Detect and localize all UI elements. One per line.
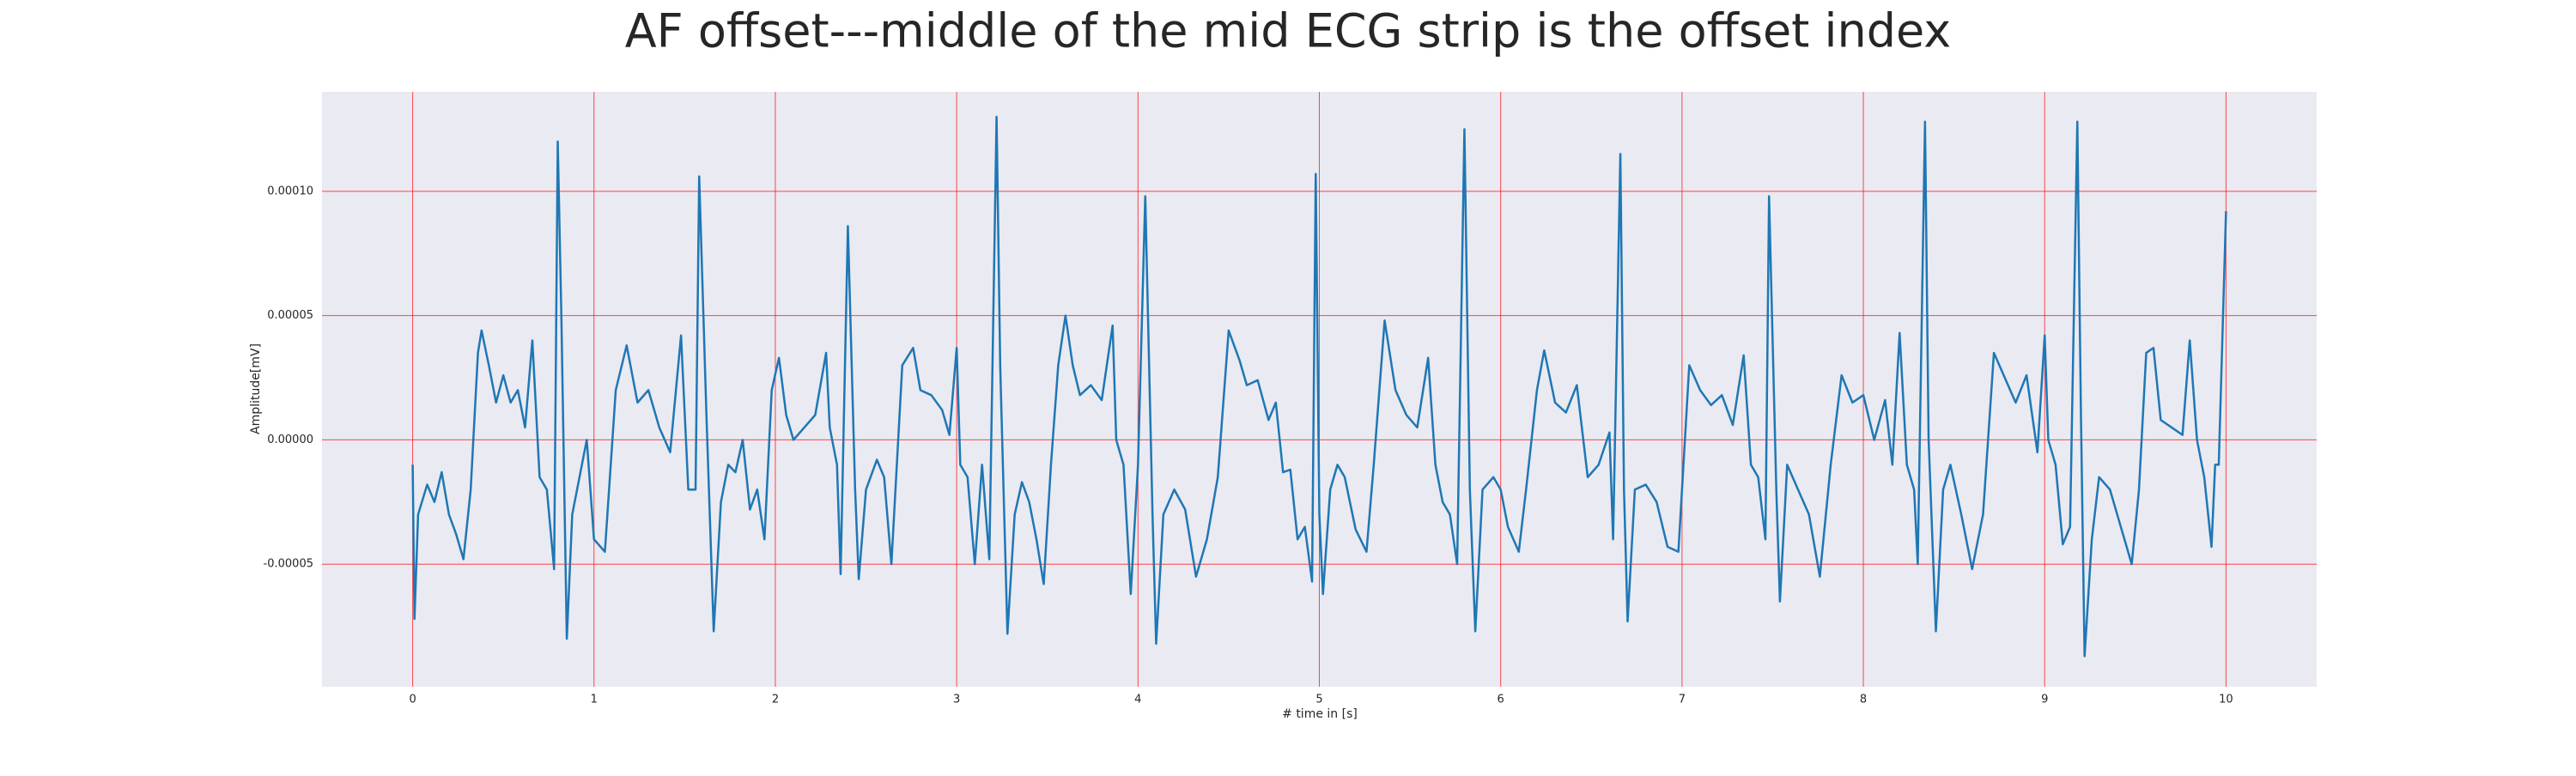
x-tick-label: 3 bbox=[953, 694, 960, 706]
y-tick-label: 0.00000 bbox=[267, 433, 313, 446]
x-tick-label: 10 bbox=[2219, 694, 2233, 706]
y-tick-label: 0.00010 bbox=[267, 185, 313, 197]
x-tick-label: 9 bbox=[2041, 694, 2048, 706]
x-tick-label: 8 bbox=[1860, 694, 1867, 706]
y-tick-label: -0.00005 bbox=[264, 558, 313, 571]
x-tick-label: 7 bbox=[1679, 694, 1686, 706]
x-tick-label: 6 bbox=[1498, 694, 1504, 706]
x-tick-label: 2 bbox=[772, 694, 779, 706]
x-tick-label: 0 bbox=[409, 694, 416, 706]
y-tick-label: 0.00005 bbox=[267, 309, 313, 322]
line-series bbox=[411, 115, 2227, 658]
x-axis-label: # time in [s] bbox=[1282, 707, 1358, 721]
x-tick-label: 5 bbox=[1315, 694, 1322, 706]
x-tick-label: 1 bbox=[591, 694, 598, 706]
y-axis-label: Amplitude[mV] bbox=[249, 343, 263, 434]
x-tick-label: 4 bbox=[1134, 694, 1141, 706]
chart-title: AF offset---middle of the mid ECG strip … bbox=[625, 4, 1952, 58]
